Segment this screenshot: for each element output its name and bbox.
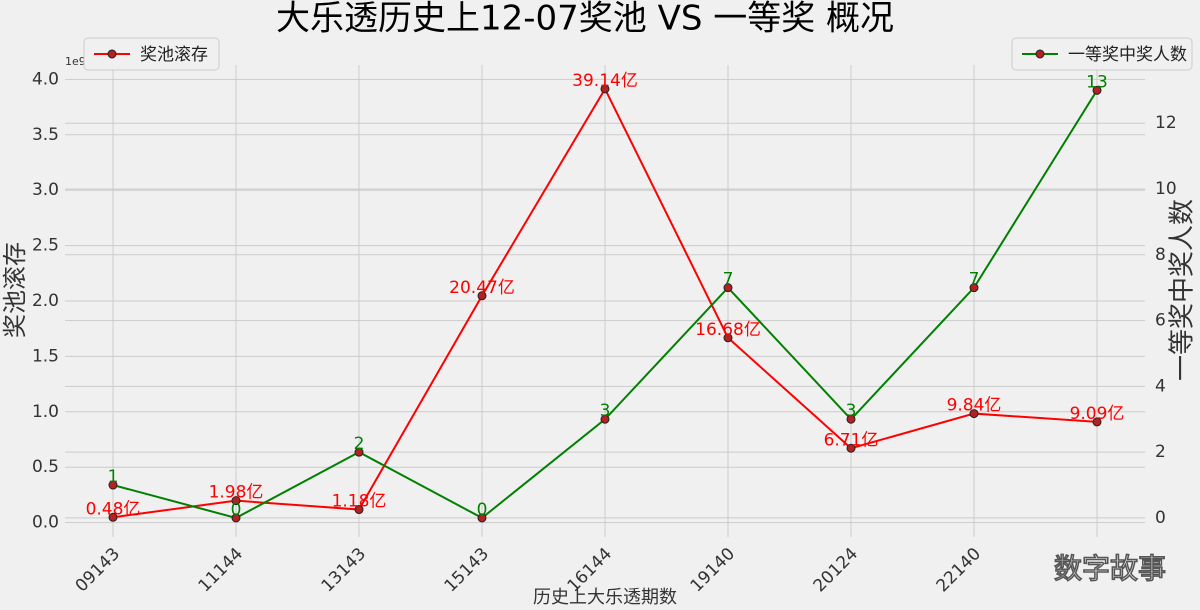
legend-box [1011, 37, 1193, 71]
point [846, 414, 856, 424]
point [969, 283, 979, 293]
data-label: 9.84亿 [947, 396, 1002, 416]
y2-tick-label: 2 [1155, 442, 1166, 462]
y-axis-label: 奖池滚存 [1, 242, 29, 338]
point [846, 443, 856, 453]
y-tick-label: 3.5 [32, 125, 59, 145]
y2-tick-label: 8 [1155, 245, 1166, 265]
y2-tick-label: 12 [1155, 113, 1177, 133]
y-tick-label: 3.0 [32, 180, 59, 200]
data-label: 2 [354, 434, 365, 454]
point [477, 513, 487, 523]
data-label: 1 [108, 467, 119, 487]
point [600, 84, 610, 94]
x-axis-label: 历史上大乐透期数 [533, 587, 677, 608]
data-label: 0 [231, 500, 242, 520]
point [231, 496, 241, 506]
data-label: 3 [600, 401, 611, 421]
legend-label: 一等奖中奖人数 [1068, 45, 1187, 65]
point [723, 283, 733, 293]
data-label: 13 [1086, 72, 1108, 92]
y-tick-label: 0.5 [32, 457, 59, 477]
legend-marker [1035, 49, 1045, 59]
point [354, 447, 364, 457]
point [108, 480, 118, 490]
y-tick-label: 4.0 [32, 69, 59, 89]
y2-axis-label: 一等奖中奖人数 [1168, 199, 1198, 381]
chart-title: 大乐透历史上12-07奖池 VS 一等奖 概况 [276, 0, 894, 39]
y2-tick-label: 4 [1155, 376, 1166, 396]
legend-marker [107, 49, 117, 59]
point [723, 333, 733, 343]
legend-label: 奖池滚存 [140, 45, 208, 65]
data-label: 20.47亿 [449, 278, 515, 298]
y-tick-label: 1.0 [32, 402, 59, 422]
y-tick-label: 2.0 [32, 291, 59, 311]
y2-tick-label: 10 [1155, 179, 1177, 199]
y2-tick-label: 0 [1155, 508, 1166, 528]
point [354, 505, 364, 515]
y-tick-label: 0.0 [32, 513, 59, 533]
data-label: 1.98亿 [209, 483, 264, 503]
point [477, 291, 487, 301]
data-label: 16.68亿 [695, 320, 761, 340]
y-tick-label: 2.5 [32, 236, 59, 256]
data-label: 7 [969, 270, 980, 290]
offset-text: 1e9 [65, 55, 86, 68]
point [1092, 85, 1102, 95]
point [1092, 417, 1102, 427]
point [969, 409, 979, 419]
data-label: 39.14亿 [572, 71, 638, 91]
y2-tick-label: 6 [1155, 311, 1166, 331]
point [108, 512, 118, 522]
legend-box [83, 37, 220, 71]
watermark: 数字故事 [1054, 552, 1166, 585]
data-label: 0 [477, 500, 488, 520]
data-label: 6.71亿 [824, 430, 879, 450]
data-label: 7 [723, 270, 734, 290]
point [231, 513, 241, 523]
data-label: 0.48亿 [86, 499, 141, 519]
y-tick-label: 1.5 [32, 346, 59, 366]
point [600, 414, 610, 424]
data-label: 1.18亿 [332, 492, 387, 512]
data-label: 3 [846, 401, 857, 421]
data-label: 9.09亿 [1070, 404, 1125, 424]
